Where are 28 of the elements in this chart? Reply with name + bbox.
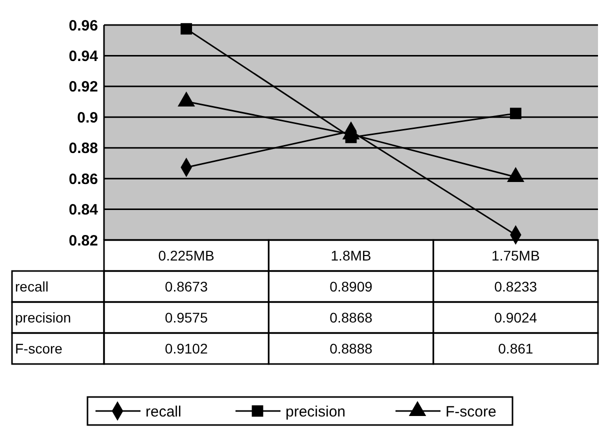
text: recall: [15, 278, 48, 294]
y-tick-label: 0.84: [68, 202, 99, 219]
y-tick-label: 0.86: [68, 170, 98, 188]
text: F-score: [15, 340, 62, 356]
data-label: 0.8673: [164, 278, 208, 294]
data-label: 0.8233: [494, 278, 538, 294]
legend-label: recall: [146, 403, 182, 420]
point: [180, 23, 192, 35]
data-label: 0.9102: [164, 340, 208, 356]
text: precision: [15, 309, 72, 326]
y-tick-label: 0.88: [68, 140, 98, 158]
legend-label: precision: [286, 403, 346, 420]
data-label: 0.8868: [330, 309, 373, 326]
y-tick-label: 0.92: [68, 78, 98, 96]
data-label: 0.8909: [330, 278, 373, 294]
data-label: 0.8888: [330, 340, 373, 356]
x-tick-label: 0.225MB: [158, 247, 214, 264]
y-tick-label: 0.9: [77, 109, 98, 126]
data-label: 0.9024: [494, 309, 538, 326]
y-tick-label: 0.82: [68, 232, 98, 250]
y-tick-label: 0.94: [68, 48, 99, 65]
point: [510, 108, 522, 120]
y-tick-label: 0.96: [68, 17, 98, 34]
data-label: 0.861: [498, 340, 534, 356]
data-label: 0.9575: [164, 309, 208, 326]
x-tick-label: 1.8MB: [330, 247, 372, 264]
legend-label: F-score: [446, 403, 496, 420]
x-tick-label: 1.75MB: [492, 247, 540, 264]
